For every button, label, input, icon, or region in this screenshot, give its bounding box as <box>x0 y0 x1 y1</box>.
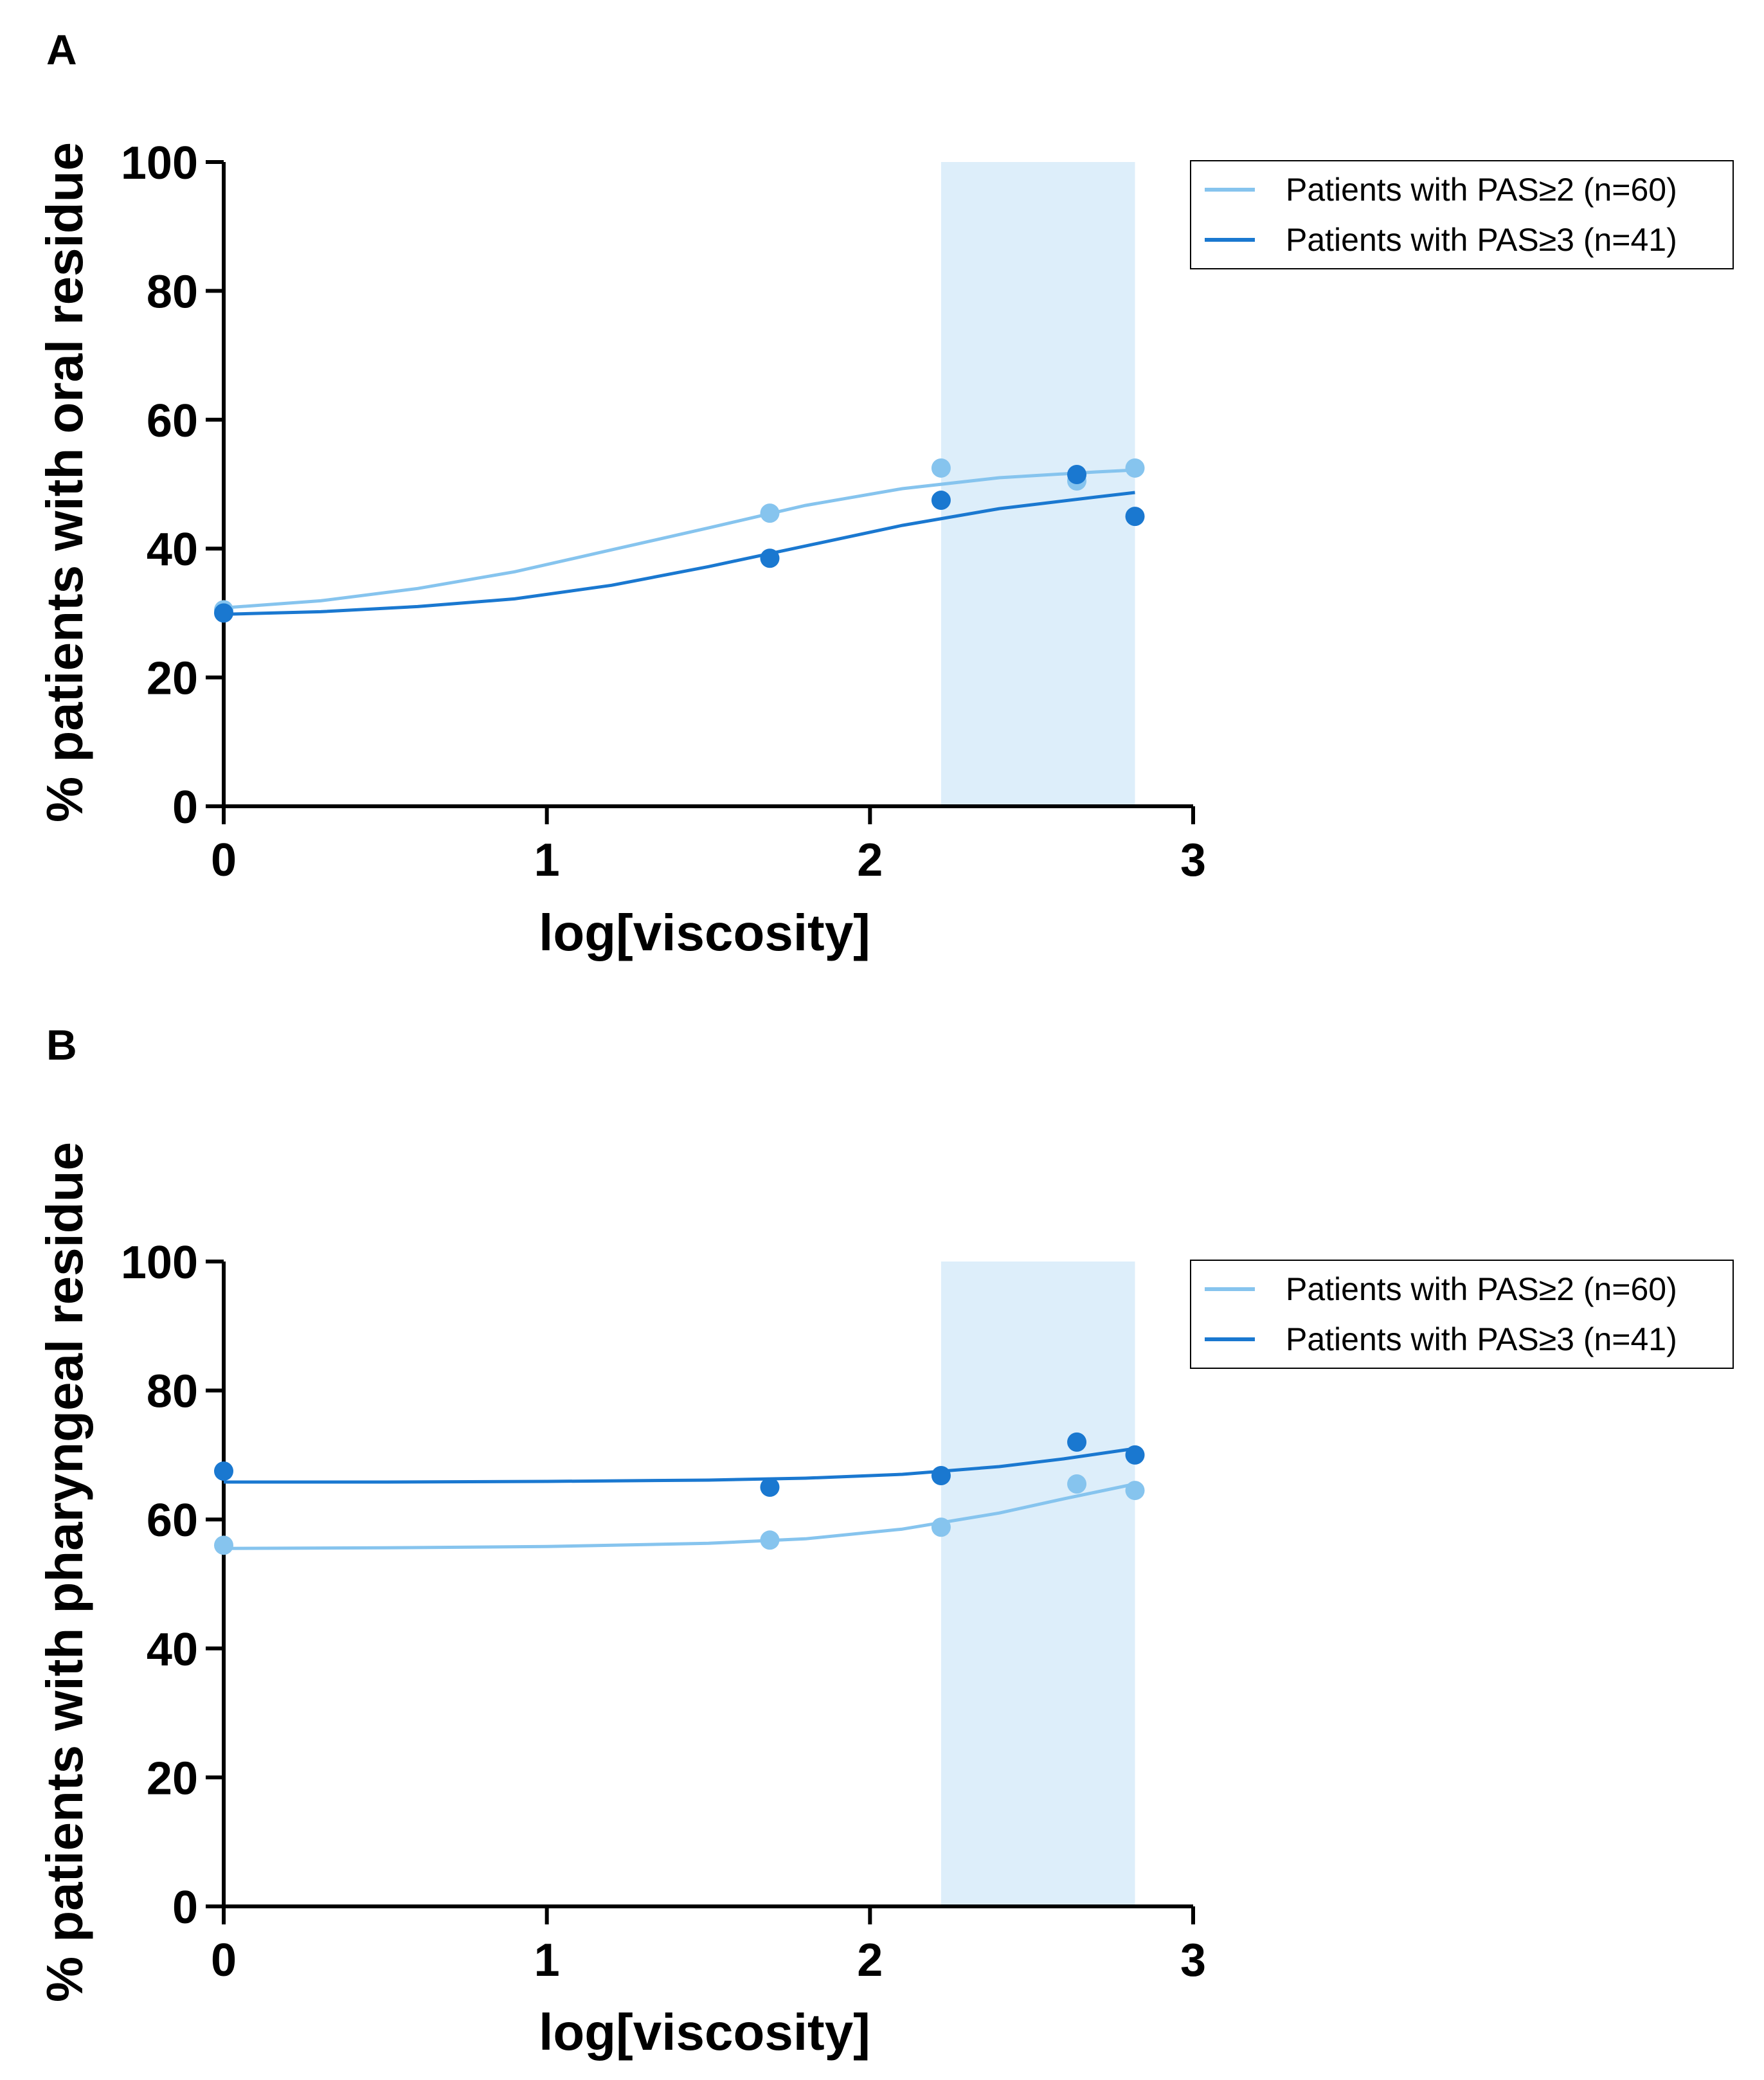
panel-b-y-tick-label: 100 <box>121 1237 198 1289</box>
panel-b-x-tick-label: 1 <box>534 1935 560 1986</box>
panel-b-x-tick-label: 2 <box>857 1935 883 1986</box>
panel-a-series-1-point <box>931 458 951 478</box>
panel-a-series-2-point <box>931 491 951 511</box>
panel-b-series-1-point <box>931 1517 951 1537</box>
panel-a-series-2-point <box>1125 507 1145 527</box>
panel-a-legend-box <box>1190 160 1734 269</box>
panel-b-xlabel: log[viscosity] <box>539 2003 870 2061</box>
panel-a-series-2-point <box>760 548 780 568</box>
panel-b-letter: B <box>46 1021 77 1069</box>
panel-a-legend: Patients with PAS≥2 (n=60) Patients with … <box>1190 160 1734 269</box>
panel-b-plot: 0 20 40 60 80 100 0 1 2 3 Patients with PAS≥2 (n=6… <box>121 1237 1734 1986</box>
panel-b-series-1-point <box>1067 1474 1087 1494</box>
panel-a-y-tick-label: 60 <box>147 395 198 447</box>
panel-a-series-2-point <box>214 603 233 623</box>
panel-b-series-1-fit-line <box>223 1482 1136 1550</box>
panel-a-y-tick-label: 80 <box>147 266 198 318</box>
panel-a-legend-label-2: Patients with PAS≥3 (n=41) <box>1286 222 1677 258</box>
panel-b-x-tick-label: 0 <box>211 1935 237 1986</box>
panel-a-xlabel: log[viscosity] <box>539 904 870 961</box>
panel-a-series-1-fit-line <box>223 468 1135 610</box>
panel-a-x-tick-label: 3 <box>1180 835 1206 886</box>
panel-b-y-tick-label: 60 <box>147 1495 198 1546</box>
panel-b-series-2-point <box>1067 1432 1087 1452</box>
panel-a-y-tick-label: 0 <box>172 782 198 833</box>
panel-a-ylabel: % patients with oral residue <box>36 142 93 822</box>
panel-b-series-1-point <box>1125 1481 1145 1501</box>
panel-b-ylabel: % patients with pharyngeal residue <box>36 1142 93 2002</box>
panel-a-series-2-point <box>1067 464 1087 484</box>
panel-b-series-1-point <box>214 1535 233 1555</box>
panel-a-shaded-region <box>941 162 1135 806</box>
panel-a-y-tick-label: 40 <box>147 524 198 575</box>
panel-a-series-1-point <box>760 503 780 523</box>
panel-b-series-2-point <box>1125 1445 1145 1465</box>
panel-b-y-tick-label: 20 <box>147 1753 198 1804</box>
panel-b-x-tick-label: 3 <box>1180 1935 1206 1986</box>
panel-a-y-tick-label: 100 <box>121 138 198 189</box>
panel-a-series-2-fit-line <box>223 491 1135 616</box>
panel-b-series-1-point <box>760 1530 780 1550</box>
panel-b-y-tick-label: 40 <box>147 1624 198 1676</box>
panel-b-legend: Patients with PAS≥2 (n=60) Patients with … <box>1190 1260 1734 1369</box>
panel-b-shaded-region <box>941 1262 1135 1906</box>
panel-b-series-2-fit-line <box>224 1447 1135 1484</box>
panel-b-series-2-point <box>760 1478 780 1497</box>
panel-b-series-2-point <box>931 1465 951 1485</box>
panel-b-y-tick-label: 0 <box>172 1882 198 1933</box>
panel-b-legend-label-1: Patients with PAS≥2 (n=60) <box>1286 1271 1677 1307</box>
panel-a-x-tick-label: 1 <box>534 835 560 886</box>
panel-a-plot: 0 20 40 60 80 100 0 1 2 3 Patients with PAS≥2 (n=6… <box>121 138 1734 886</box>
panel-b-legend-box <box>1190 1260 1734 1369</box>
panel-a-x-tick-label: 0 <box>211 835 237 886</box>
panel-a-series-1-point <box>1125 458 1145 478</box>
panel-b-y-tick-label: 80 <box>147 1366 198 1418</box>
panel-a-x-tick-label: 2 <box>857 835 883 886</box>
panel-a-letter: A <box>46 26 77 73</box>
panel-a-y-tick-label: 20 <box>147 653 198 705</box>
panel-a-legend-label-1: Patients with PAS≥2 (n=60) <box>1286 172 1677 208</box>
panel-b-legend-label-2: Patients with PAS≥3 (n=41) <box>1286 1321 1677 1357</box>
panel-b-series-2-point <box>214 1461 233 1481</box>
